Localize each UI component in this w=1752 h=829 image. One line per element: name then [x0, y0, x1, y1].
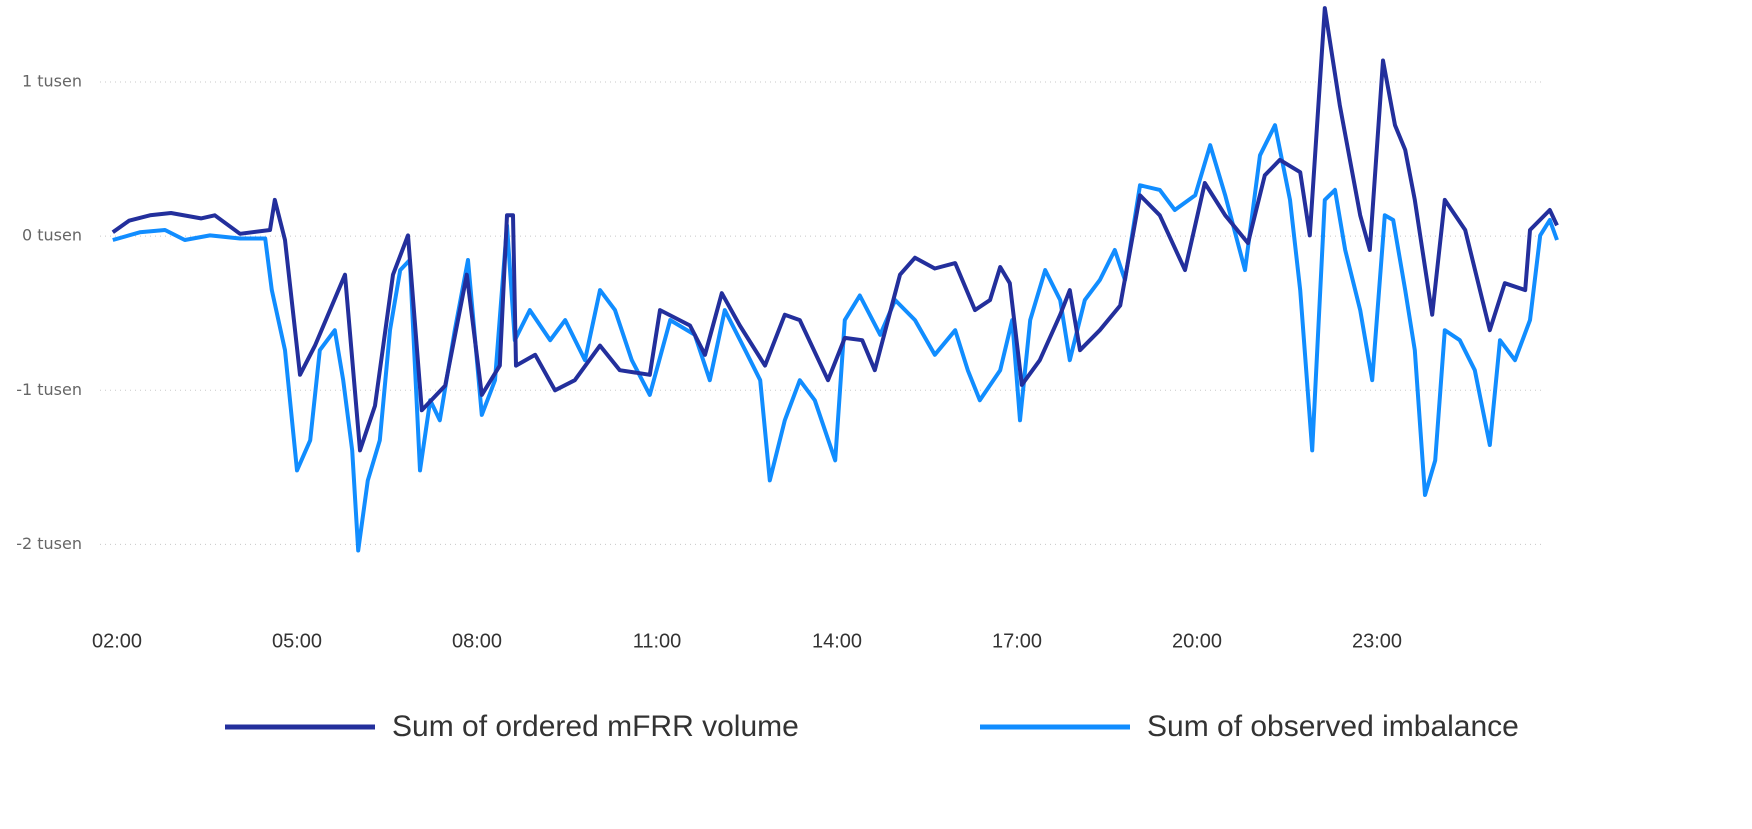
x-tick-label: 23:00	[1352, 630, 1402, 652]
x-tick-label: 20:00	[1172, 630, 1222, 652]
y-tick-label: 1 tusen	[22, 72, 82, 91]
legend-label: Sum of ordered mFRR volume	[392, 710, 799, 743]
x-tick-label: 05:00	[272, 630, 322, 652]
x-tick-label: 14:00	[812, 630, 862, 652]
y-tick-label: -2 tusen	[16, 534, 82, 553]
y-tick-label: 0 tusen	[22, 226, 82, 245]
series-line	[112, 123, 1559, 553]
x-tick-label: 17:00	[992, 630, 1042, 652]
legend-label: Sum of observed imbalance	[1147, 710, 1519, 743]
series-line	[111, 6, 1559, 453]
x-tick-label: 02:00	[92, 630, 142, 652]
x-tick-label: 08:00	[452, 630, 502, 652]
x-tick-label: 11:00	[633, 630, 682, 652]
y-tick-label: -1 tusen	[16, 380, 82, 399]
